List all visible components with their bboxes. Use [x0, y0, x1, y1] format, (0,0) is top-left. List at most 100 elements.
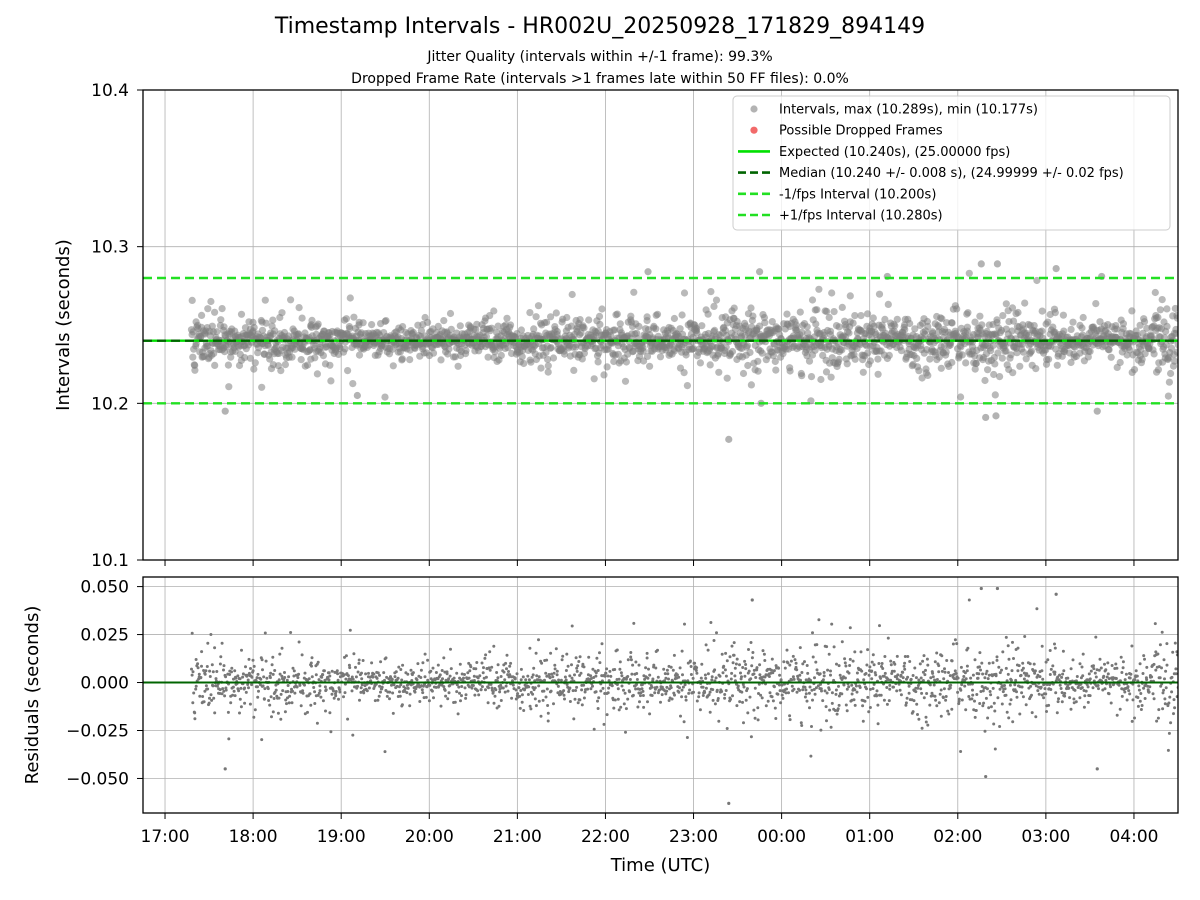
residual-point [774, 717, 778, 720]
residual-point [715, 688, 719, 692]
interval-point [815, 285, 823, 293]
residual-point [564, 678, 568, 682]
residual-point [552, 702, 555, 706]
top-panel-frame [142, 89, 1179, 561]
residual-point [365, 689, 369, 693]
interval-point [437, 356, 445, 364]
interval-point [1116, 358, 1124, 367]
residual-point [222, 668, 225, 672]
residual-point [903, 661, 907, 665]
interval-point [462, 347, 470, 355]
residual-point [1143, 657, 1146, 661]
residual-point [193, 711, 197, 715]
residual-point [998, 687, 1002, 691]
residual-point [1145, 678, 1149, 682]
residual-point [981, 689, 985, 693]
residual-point [377, 694, 381, 698]
interval-point [999, 312, 1007, 320]
residual-point [1173, 641, 1177, 645]
residual-point [755, 668, 759, 672]
residual-point [526, 674, 530, 678]
residual-point [861, 704, 865, 708]
residual-point [628, 678, 632, 681]
residual-point [822, 674, 826, 678]
residual-point [681, 685, 685, 689]
residual-point [548, 676, 552, 680]
residual-point [1048, 673, 1052, 676]
residual-point [291, 689, 294, 693]
residual-point [834, 692, 838, 696]
residual-point [534, 651, 538, 655]
residual-point [245, 673, 249, 677]
residual-point [546, 711, 550, 715]
interval-point [544, 368, 552, 376]
residual-point [992, 722, 996, 726]
interval-point [616, 320, 624, 328]
residual-point [772, 669, 776, 673]
residual-point [939, 714, 943, 718]
interval-point [613, 310, 621, 318]
residual-point [725, 727, 729, 730]
residual-point [426, 678, 430, 682]
residual-point [209, 693, 213, 697]
residual-point [799, 678, 802, 682]
residual-point [484, 653, 488, 657]
residual-point [578, 673, 582, 677]
interval-point [977, 260, 985, 268]
residual-point [1141, 672, 1145, 675]
residual-point [400, 678, 404, 682]
residual-point [744, 663, 748, 666]
residual-point [332, 689, 335, 693]
residual-point [987, 706, 991, 710]
interval-point [189, 353, 197, 361]
residual-point [1130, 644, 1134, 648]
residual-point [527, 685, 531, 689]
residual-point [438, 673, 442, 677]
residual-point [1167, 731, 1171, 735]
interval-point [1002, 347, 1010, 355]
residual-point [1092, 664, 1095, 668]
residual-point [520, 693, 524, 697]
residual-point [1038, 675, 1042, 679]
residual-point [746, 711, 750, 715]
residual-point [273, 669, 277, 672]
residual-point [535, 674, 539, 678]
interval-point [342, 315, 350, 323]
residual-point [309, 661, 313, 665]
residual-point [956, 690, 960, 694]
residual-point [556, 684, 560, 688]
interval-point [755, 268, 764, 276]
residual-point [808, 685, 812, 689]
interval-point [1007, 351, 1015, 359]
residual-point [280, 646, 284, 650]
residual-point [1103, 662, 1106, 666]
interval-point [258, 383, 266, 391]
residual-point [1082, 705, 1086, 709]
residual-point [581, 662, 585, 666]
top-panel-reference-lines [143, 276, 1178, 405]
interval-point [547, 313, 555, 321]
interval-point [1140, 318, 1149, 326]
residual-point [598, 651, 601, 655]
interval-point [1163, 305, 1171, 313]
residual-point [286, 690, 290, 693]
residual-point [477, 693, 481, 697]
residual-point [301, 691, 305, 695]
residual-point [582, 683, 586, 687]
residual-point [768, 691, 772, 695]
residual-point [789, 659, 793, 663]
residual-point [929, 676, 933, 680]
interval-point [326, 361, 334, 369]
residual-point [1123, 690, 1127, 694]
residual-point [1174, 672, 1178, 676]
residual-point [604, 671, 608, 675]
residual-point [529, 707, 533, 711]
residual-point [619, 671, 623, 675]
residual-point [1059, 687, 1063, 690]
interval-point [288, 353, 296, 361]
interval-point [869, 314, 877, 322]
residual-point [248, 702, 252, 706]
residual-point [860, 669, 864, 673]
residual-point [228, 673, 232, 676]
residual-point [280, 674, 284, 678]
